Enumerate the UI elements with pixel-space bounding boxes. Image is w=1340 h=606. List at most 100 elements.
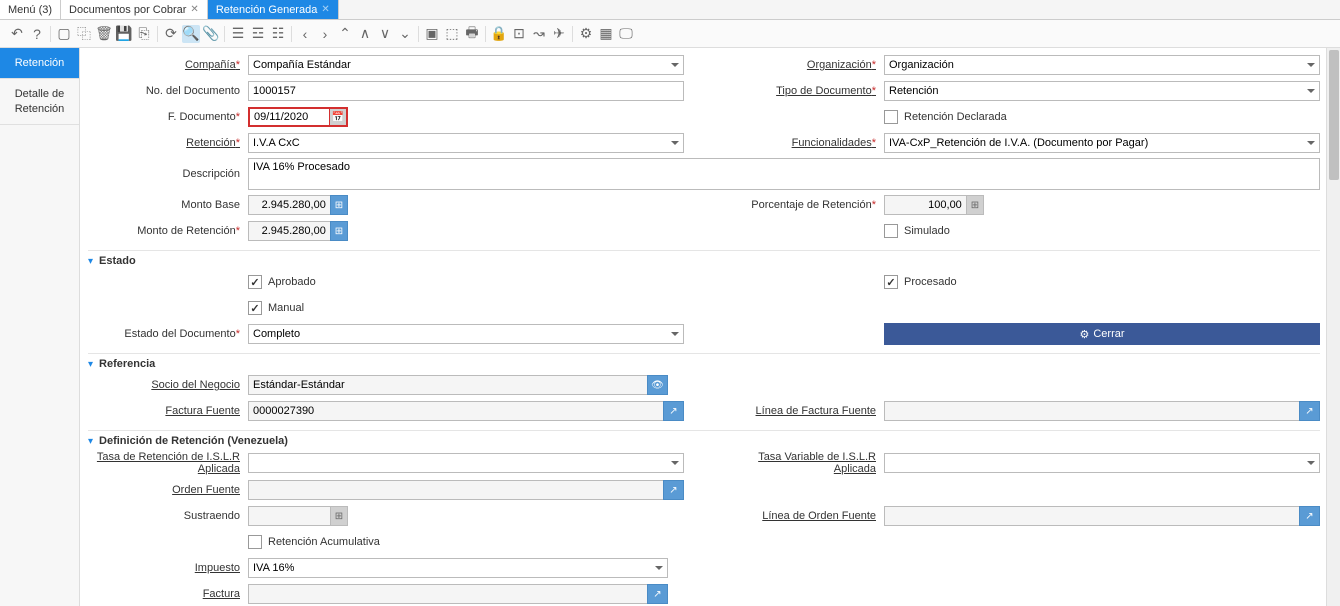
retencion-declarada-check[interactable] [884,110,898,124]
save2-icon[interactable]: ⎘ [135,25,153,43]
estado-documento-select[interactable]: Completo [248,324,684,344]
grid3-icon[interactable]: ☷ [269,25,287,43]
compania-select[interactable]: Compañía Estándar [248,55,684,75]
organizacion-select[interactable]: Organización [884,55,1320,75]
label-procesado: Procesado [904,276,957,288]
tasa-islr-select[interactable] [248,453,684,473]
form-content: Compañía Compañía Estándar Organización … [80,48,1340,606]
copy-icon[interactable]: ⿻ [75,25,93,43]
impuesto-select[interactable]: IVA 16% [248,558,668,578]
link-icon[interactable]: ↗ [1299,401,1320,421]
search-icon[interactable]: 🔍 [182,25,200,43]
linea-orden-input [884,506,1300,526]
label-simulado: Simulado [904,225,950,237]
f-documento-input[interactable] [248,107,331,127]
scroll-thumb[interactable] [1329,50,1339,180]
label-funcionalidades: Funcionalidades [724,137,884,149]
close-icon[interactable]: ✕ [190,4,198,15]
sidebar-item-retencion[interactable]: Retención [0,48,79,79]
first-icon[interactable]: ⌃ [336,25,354,43]
calc-icon[interactable]: ⊞ [330,195,348,215]
send-icon[interactable]: ✈ [550,25,568,43]
funcionalidades-select[interactable]: IVA-CxP_Retención de I.V.A. (Documento p… [884,133,1320,153]
next-icon[interactable]: › [316,25,334,43]
workflow-icon[interactable]: ↝ [530,25,548,43]
archive-icon[interactable]: ⬚ [443,25,461,43]
label-linea-factura: Línea de Factura Fuente [724,405,884,417]
linea-factura-input [884,401,1300,421]
grid1-icon[interactable]: ☰ [229,25,247,43]
down-icon[interactable]: ∨ [376,25,394,43]
factura-fuente-input [248,401,664,421]
info-icon[interactable]: ▦ [597,25,615,43]
lock-icon[interactable]: 🔒 [490,25,508,43]
aprobado-check[interactable] [248,275,262,289]
label-tipo-documento: Tipo de Documento [724,85,884,97]
sidebar-item-detalle[interactable]: Detalle de Retención [0,79,79,125]
no-documento-input[interactable] [248,81,684,101]
simulado-check[interactable] [884,224,898,238]
up-icon[interactable]: ∧ [356,25,374,43]
gear-icon: ⚙ [1079,328,1089,341]
section-definicion[interactable]: ▾ Definición de Retención (Venezuela) [88,430,1320,447]
close-icon[interactable]: ✕ [321,4,329,15]
label-porcentaje: Porcentaje de Retención [724,199,884,211]
section-referencia[interactable]: ▾ Referencia [88,353,1320,370]
zoom-icon[interactable]: ⊡ [510,25,528,43]
attach-icon[interactable]: 📎 [202,25,220,43]
last-icon[interactable]: ⌄ [396,25,414,43]
link-icon[interactable]: ↗ [663,401,684,421]
grid2-icon[interactable]: ☲ [249,25,267,43]
label-impuesto: Impuesto [88,562,248,574]
sidebar: Retención Detalle de Retención [0,48,80,606]
tab-retencion-generada[interactable]: Retención Generada✕ [208,0,339,19]
manual-check[interactable] [248,301,262,315]
retencion-select[interactable]: I.V.A CxC [248,133,684,153]
label-factura-fuente: Factura Fuente [88,405,248,417]
undo-icon[interactable]: ↶ [8,25,26,43]
label-tasa-var-islr: Tasa Variable de I.S.L.R Aplicada [724,451,884,475]
calc-icon[interactable]: ⊞ [330,221,348,241]
link-icon[interactable]: ↗ [1299,506,1320,526]
tab-menu[interactable]: Menú (3) [0,0,61,19]
descripcion-textarea[interactable]: IVA 16% Procesado [248,158,1320,190]
link-icon[interactable]: ↗ [647,584,668,604]
collapse-icon: ▾ [88,436,93,447]
tasa-variable-islr-select[interactable] [884,453,1320,473]
sustraendo-input [248,506,331,526]
calc-icon[interactable]: ⊞ [330,506,348,526]
label-estado-doc: Estado del Documento [88,328,248,340]
socio-input [248,375,648,395]
calc-icon[interactable]: ⊞ [966,195,984,215]
monto-base-input [248,195,331,215]
retencion-acumulativa-check[interactable] [248,535,262,549]
eye-icon[interactable]: 👁 [647,375,668,395]
tipo-documento-select[interactable]: Retención [884,81,1320,101]
collapse-icon: ▾ [88,256,93,267]
scrollbar[interactable] [1326,48,1340,606]
procesado-check[interactable] [884,275,898,289]
tab-documentos[interactable]: Documentos por Cobrar✕ [61,0,208,19]
label-monto-retencion: Monto de Retención [88,225,248,237]
report-icon[interactable]: ▣ [423,25,441,43]
help-icon[interactable]: ? [28,25,46,43]
collapse-icon: ▾ [88,359,93,370]
toolbar: ↶ ? ▢ ⿻ 🗑 💾 ⎘ ⟳ 🔍 📎 ☰ ☲ ☷ ‹ › ⌃ ∧ ∨ ⌄ ▣ … [0,20,1340,48]
prev-icon[interactable]: ‹ [296,25,314,43]
porcentaje-input [884,195,967,215]
save-icon[interactable]: 💾 [115,25,133,43]
calendar-icon[interactable]: 📅 [330,107,348,127]
label-orden-fuente: Orden Fuente [88,484,248,496]
desktop-icon[interactable]: 🖵 [617,25,635,43]
label-retencion-declarada: Retención Declarada [904,111,1007,123]
cerrar-button[interactable]: ⚙Cerrar [884,323,1320,345]
label-factura: Factura [88,588,248,600]
gear-icon[interactable]: ⚙ [577,25,595,43]
link-icon[interactable]: ↗ [663,480,684,500]
section-estado[interactable]: ▾ Estado [88,250,1320,267]
orden-fuente-input [248,480,664,500]
new-icon[interactable]: ▢ [55,25,73,43]
print-icon[interactable]: 🖶 [463,25,481,43]
delete-icon[interactable]: 🗑 [95,25,113,43]
refresh-icon[interactable]: ⟳ [162,25,180,43]
